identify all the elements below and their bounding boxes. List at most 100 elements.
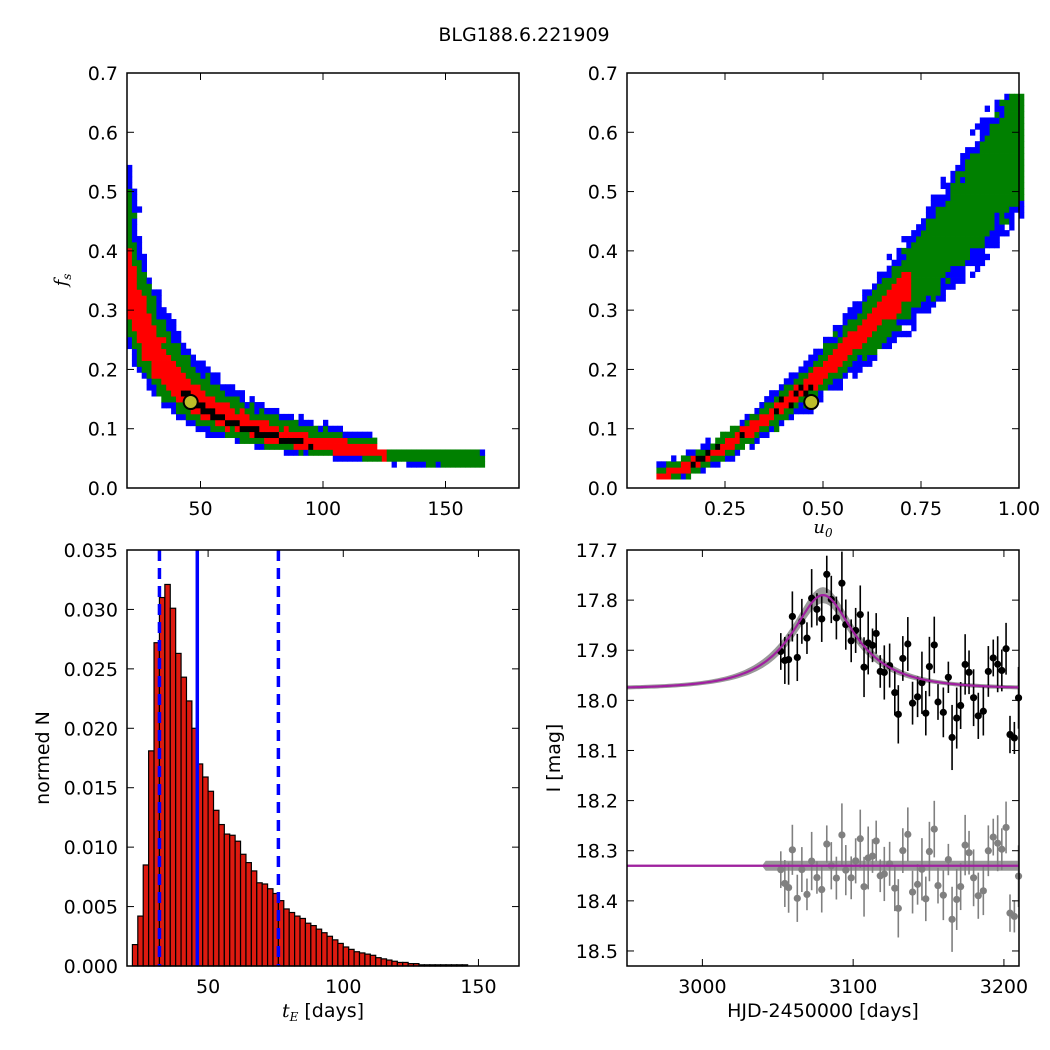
histogram-bar <box>315 928 323 967</box>
residual-point <box>948 915 956 923</box>
u0-fs-cell <box>1004 147 1010 154</box>
u0-fs-cell <box>906 301 912 308</box>
u0-fs-cell <box>925 224 932 231</box>
u0-fs-cell <box>979 117 986 124</box>
u0-fs-cell <box>1004 123 1010 130</box>
tE-fs-cell <box>220 425 226 433</box>
u0-fs-cell <box>989 218 995 225</box>
u0-fs-cell <box>906 259 912 267</box>
histogram-bar <box>229 834 236 967</box>
u0-fs-cell <box>955 188 961 195</box>
tE-fs-cell <box>127 224 133 231</box>
u0-fs-cell <box>1009 105 1015 112</box>
u0-fs-cell <box>965 158 971 166</box>
data-point <box>823 570 831 578</box>
tE-fs-cell <box>136 360 143 367</box>
y-tick-label: 18.2 <box>576 791 618 813</box>
u0-fs-cell <box>857 330 863 338</box>
tE-fs-cell <box>323 437 329 444</box>
u0-fs-cell <box>818 354 824 361</box>
tE-fs-cell <box>180 407 187 415</box>
u0-fs-cell <box>970 200 976 207</box>
tE-fs-cell <box>474 461 481 468</box>
tE-fs-cell <box>176 372 182 379</box>
u0-fs-cell <box>764 407 770 415</box>
histogram-bar <box>299 917 307 967</box>
tE-fs-cell <box>332 449 339 456</box>
tE-fs-cell <box>156 384 162 391</box>
u0-fs-cell <box>960 188 966 195</box>
u0-fs-cell <box>950 206 956 213</box>
histogram-bar <box>288 911 296 967</box>
residual-point <box>838 831 846 839</box>
tE-fs-cell <box>146 319 152 326</box>
tE-fs-cell <box>131 348 138 356</box>
u0-fs-cell <box>783 402 790 409</box>
u0-fs-cell <box>783 390 790 397</box>
histogram-bar <box>369 954 377 967</box>
y-tick-label: 0.010 <box>64 837 118 859</box>
tE-fs-cell <box>127 241 133 249</box>
tE-fs-cell <box>176 366 182 373</box>
u0-fs-cell <box>994 236 1000 243</box>
u0-fs-cell <box>832 360 839 367</box>
tE-fs-cell <box>264 419 270 427</box>
u0-fs-cell <box>876 307 883 314</box>
data-point <box>813 605 821 613</box>
u0-fs-cell <box>886 301 892 308</box>
u0-fs-cell <box>734 449 741 456</box>
u0-fs-cell <box>1009 153 1015 160</box>
u0-fs-cell <box>935 212 941 219</box>
u0-fs-cell <box>945 218 951 225</box>
tE-fs-cell <box>127 253 133 261</box>
u0-fs-cell <box>1004 99 1010 107</box>
tE-fs-cell <box>195 419 201 427</box>
tE-fs-cell <box>205 419 211 427</box>
data-point <box>948 733 956 742</box>
tE-fs-cell <box>465 449 471 456</box>
u0-fs-cell <box>935 265 941 273</box>
u0-fs-cell <box>1019 158 1025 166</box>
u0-fs-cell <box>1009 147 1015 154</box>
u0-fs-cell <box>979 218 986 225</box>
u0-fs-cell <box>1014 158 1020 166</box>
u0-fs-cell <box>984 236 990 243</box>
tE-fs-cell <box>161 313 167 320</box>
tE-fs-cell <box>298 431 304 439</box>
data-point <box>984 667 992 676</box>
tE-fs-cell <box>195 425 201 433</box>
u0-fs-cell <box>872 330 878 338</box>
u0-fs-cell <box>911 289 917 296</box>
u0-fs-cell <box>1009 170 1015 178</box>
u0-fs-cell <box>705 461 711 468</box>
u0-fs-cell <box>700 449 706 456</box>
u0-fs-cell <box>852 354 858 361</box>
tE-fs-cell <box>141 354 147 361</box>
tE-fs-cell <box>136 313 143 320</box>
tE-fs-cell <box>254 425 260 433</box>
tE-fs-cell <box>215 407 221 415</box>
tE-fs-cell <box>455 461 461 468</box>
u0-fs-cell <box>1014 153 1020 160</box>
u0-fs-cell <box>837 330 843 338</box>
data-point <box>899 654 907 663</box>
tE-fs-cell <box>171 396 177 403</box>
tE-fs-cell <box>131 283 138 290</box>
tE-fs-cell <box>254 443 260 450</box>
tE-fs-cell <box>127 164 133 172</box>
u0-fs-cell <box>965 147 971 154</box>
tE-fs-cell <box>440 461 446 468</box>
u0-fs-cell <box>769 413 775 421</box>
u0-fs-cell <box>906 236 912 243</box>
u0-fs-cell <box>857 313 863 320</box>
u0-fs-cell <box>1014 123 1020 130</box>
u0-fs-cell <box>891 289 897 296</box>
u0-fs-cell <box>955 212 961 219</box>
u0-fs-cell <box>901 283 907 290</box>
tE-fs-cell <box>195 396 201 403</box>
u0-fs-cell <box>1009 224 1015 231</box>
u0-fs-cell <box>823 378 829 385</box>
tE-fs-cell <box>342 443 348 450</box>
data-point <box>989 654 997 662</box>
tE-fs-cell <box>254 402 260 409</box>
